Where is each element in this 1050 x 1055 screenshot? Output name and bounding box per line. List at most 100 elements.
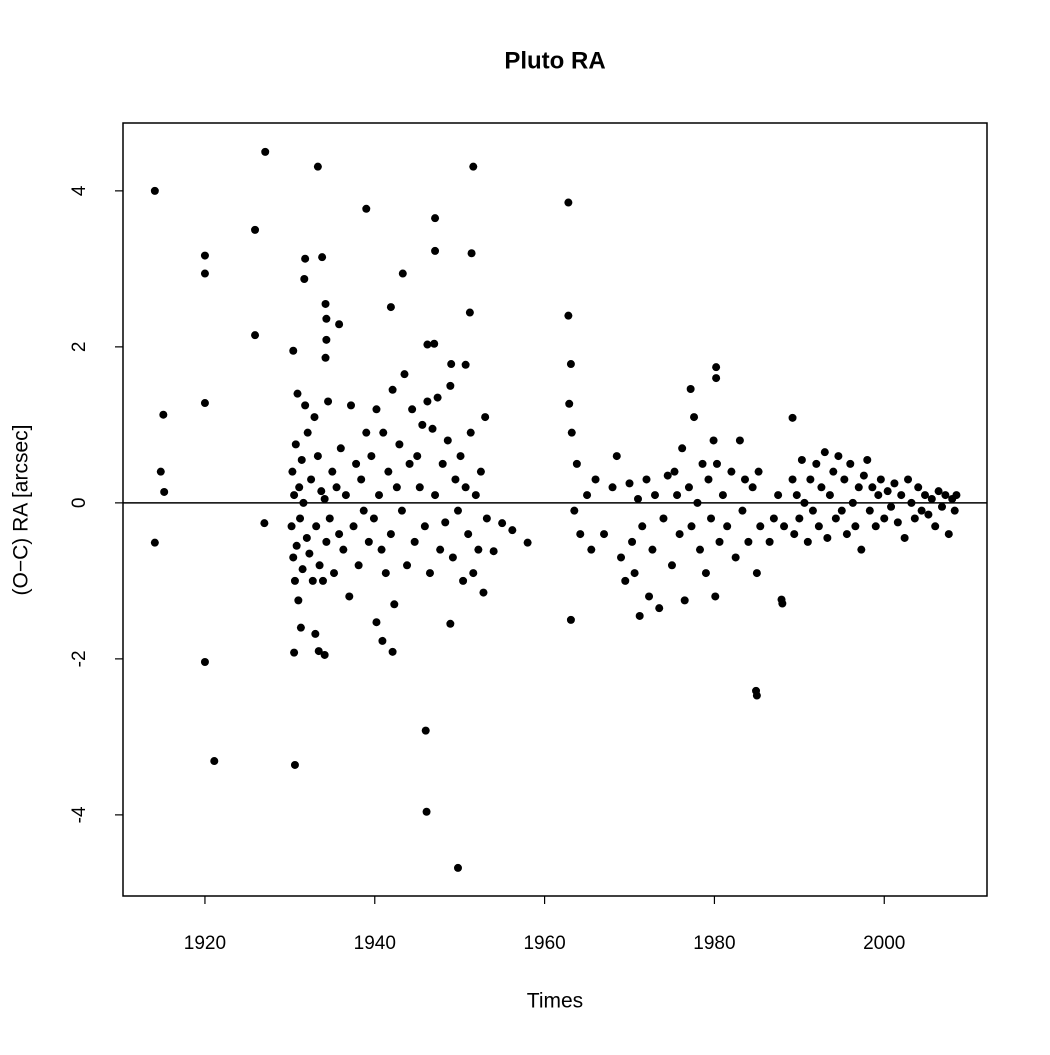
- data-point: [638, 522, 647, 531]
- data-point: [210, 757, 219, 766]
- data-point: [436, 545, 445, 554]
- data-point: [290, 576, 299, 585]
- data-point: [650, 491, 659, 500]
- data-point: [322, 314, 331, 323]
- data-point: [797, 455, 806, 464]
- data-point: [291, 440, 300, 449]
- data-point: [420, 522, 429, 531]
- data-point: [260, 519, 269, 528]
- data-point: [795, 514, 804, 523]
- data-point: [887, 502, 896, 511]
- data-point: [846, 459, 855, 468]
- data-point: [769, 514, 778, 523]
- data-point: [400, 370, 409, 379]
- data-point: [453, 506, 462, 515]
- data-point: [392, 483, 401, 492]
- data-point: [200, 399, 209, 408]
- data-point: [583, 491, 592, 500]
- data-point: [345, 592, 354, 601]
- data-point: [310, 413, 319, 422]
- data-point: [718, 491, 727, 500]
- data-point: [707, 514, 716, 523]
- data-point: [296, 514, 305, 523]
- data-point: [413, 452, 422, 461]
- data-point: [369, 514, 378, 523]
- data-point: [330, 569, 339, 578]
- data-point: [695, 545, 704, 554]
- data-point: [467, 249, 476, 258]
- data-point: [423, 340, 432, 349]
- y-tick-label: 0: [69, 498, 90, 509]
- data-point: [314, 647, 323, 656]
- data-point: [315, 561, 324, 570]
- data-point: [321, 299, 330, 308]
- y-tick-label: 2: [69, 342, 90, 353]
- data-point: [625, 479, 634, 488]
- data-point: [803, 537, 812, 546]
- data-point: [403, 561, 412, 570]
- data-point: [384, 467, 393, 476]
- data-point: [837, 506, 846, 515]
- data-point: [904, 475, 913, 484]
- data-point: [874, 491, 883, 500]
- data-point: [952, 491, 961, 500]
- data-point: [812, 459, 821, 468]
- data-point: [756, 522, 765, 531]
- data-point: [890, 479, 899, 488]
- data-point: [150, 186, 159, 195]
- data-point: [921, 491, 930, 500]
- data-point: [566, 615, 575, 624]
- data-point: [459, 576, 468, 585]
- data-point: [320, 494, 329, 503]
- data-point: [523, 538, 532, 547]
- data-point: [293, 389, 302, 398]
- data-point: [825, 491, 834, 500]
- data-point: [712, 459, 721, 468]
- data-point: [301, 401, 310, 410]
- data-point: [446, 381, 455, 390]
- data-point: [678, 444, 687, 453]
- data-point: [430, 339, 439, 348]
- data-point: [686, 384, 695, 393]
- data-point: [950, 506, 959, 515]
- data-point: [675, 530, 684, 539]
- data-point: [313, 452, 322, 461]
- data-point: [298, 565, 307, 574]
- data-point: [364, 537, 373, 546]
- data-point: [698, 459, 707, 468]
- data-point: [690, 413, 699, 422]
- data-point: [423, 397, 432, 406]
- data-point: [883, 487, 892, 496]
- data-point: [476, 467, 485, 476]
- data-point: [600, 530, 609, 539]
- data-point: [670, 467, 679, 476]
- data-point: [200, 251, 209, 260]
- data-point: [927, 494, 936, 503]
- data-point: [438, 459, 447, 468]
- data-point: [292, 541, 301, 550]
- data-point: [295, 483, 304, 492]
- data-point: [642, 475, 651, 484]
- data-point: [408, 405, 417, 414]
- data-point: [362, 204, 371, 213]
- data-point: [359, 506, 368, 515]
- data-point: [200, 269, 209, 278]
- data-point: [648, 545, 657, 554]
- data-point: [865, 506, 874, 515]
- data-point: [471, 491, 480, 500]
- data-point: [251, 225, 260, 234]
- data-point: [328, 467, 337, 476]
- data-point: [735, 436, 744, 445]
- data-point: [673, 491, 682, 500]
- data-point: [712, 374, 721, 383]
- data-point: [381, 569, 390, 578]
- data-point: [765, 537, 774, 546]
- data-point: [410, 537, 419, 546]
- data-point: [880, 514, 889, 523]
- data-point: [740, 475, 749, 484]
- data-point: [422, 807, 431, 816]
- data-point: [397, 506, 406, 515]
- data-point: [301, 254, 310, 263]
